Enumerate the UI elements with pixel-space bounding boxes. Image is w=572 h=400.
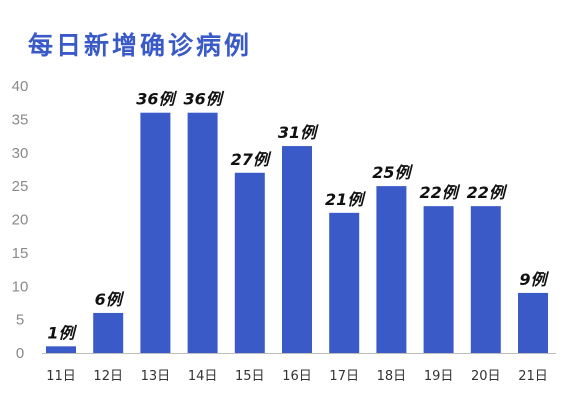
y-tick-label: 35	[12, 111, 29, 128]
data-label: 22例	[419, 183, 460, 202]
bars	[46, 112, 548, 353]
y-axis-ticks: 0 5 10 15 20 25 30 35 40	[12, 78, 29, 362]
chart-title: 每日新增确诊病例	[28, 31, 253, 60]
y-tick-label: 10	[12, 278, 29, 295]
bar	[140, 112, 171, 353]
data-label: 22例	[467, 183, 508, 202]
bar	[282, 146, 312, 353]
bar	[376, 186, 407, 353]
y-tick-label: 15	[12, 245, 29, 262]
bar	[187, 112, 218, 353]
data-label: 21例	[325, 190, 366, 209]
data-label: 1例	[47, 323, 77, 342]
y-tick-label: 40	[12, 78, 29, 95]
data-labels: 1例 6例 36例 36例 27例 31例 21例 25例 22例 22例 9例	[47, 90, 549, 343]
x-axis-categories: 11日 12日 13日 14日 15日 16日 17日 18日 19日 20日 21日	[46, 369, 548, 384]
bar	[470, 206, 501, 353]
y-tick-label: 25	[12, 178, 29, 195]
data-label: 36例	[136, 90, 177, 109]
bar	[423, 206, 454, 353]
data-label: 9例	[519, 270, 549, 289]
data-label: 25例	[372, 163, 413, 182]
category-label: 11日	[46, 369, 76, 384]
category-label: 19日	[424, 369, 454, 384]
category-label: 20日	[471, 369, 501, 384]
data-label: 36例	[183, 90, 224, 109]
y-tick-label: 30	[12, 145, 29, 162]
data-label: 27例	[231, 150, 272, 169]
y-tick-label: 20	[12, 212, 29, 229]
bar	[329, 212, 360, 353]
category-label: 13日	[141, 369, 171, 384]
category-label: 16日	[282, 369, 312, 384]
category-label: 17日	[329, 369, 359, 384]
bar	[518, 292, 548, 353]
bar	[46, 346, 76, 353]
y-tick-label: 5	[16, 312, 24, 329]
category-label: 15日	[235, 369, 265, 384]
data-label: 31例	[278, 123, 319, 142]
y-tick-label: 0	[16, 345, 24, 362]
category-label: 14日	[188, 369, 218, 384]
category-label: 12日	[93, 369, 123, 384]
category-label: 18日	[377, 369, 407, 384]
category-label: 21日	[518, 369, 548, 384]
data-label: 6例	[95, 290, 125, 309]
bar	[93, 312, 124, 353]
bar	[234, 172, 265, 353]
